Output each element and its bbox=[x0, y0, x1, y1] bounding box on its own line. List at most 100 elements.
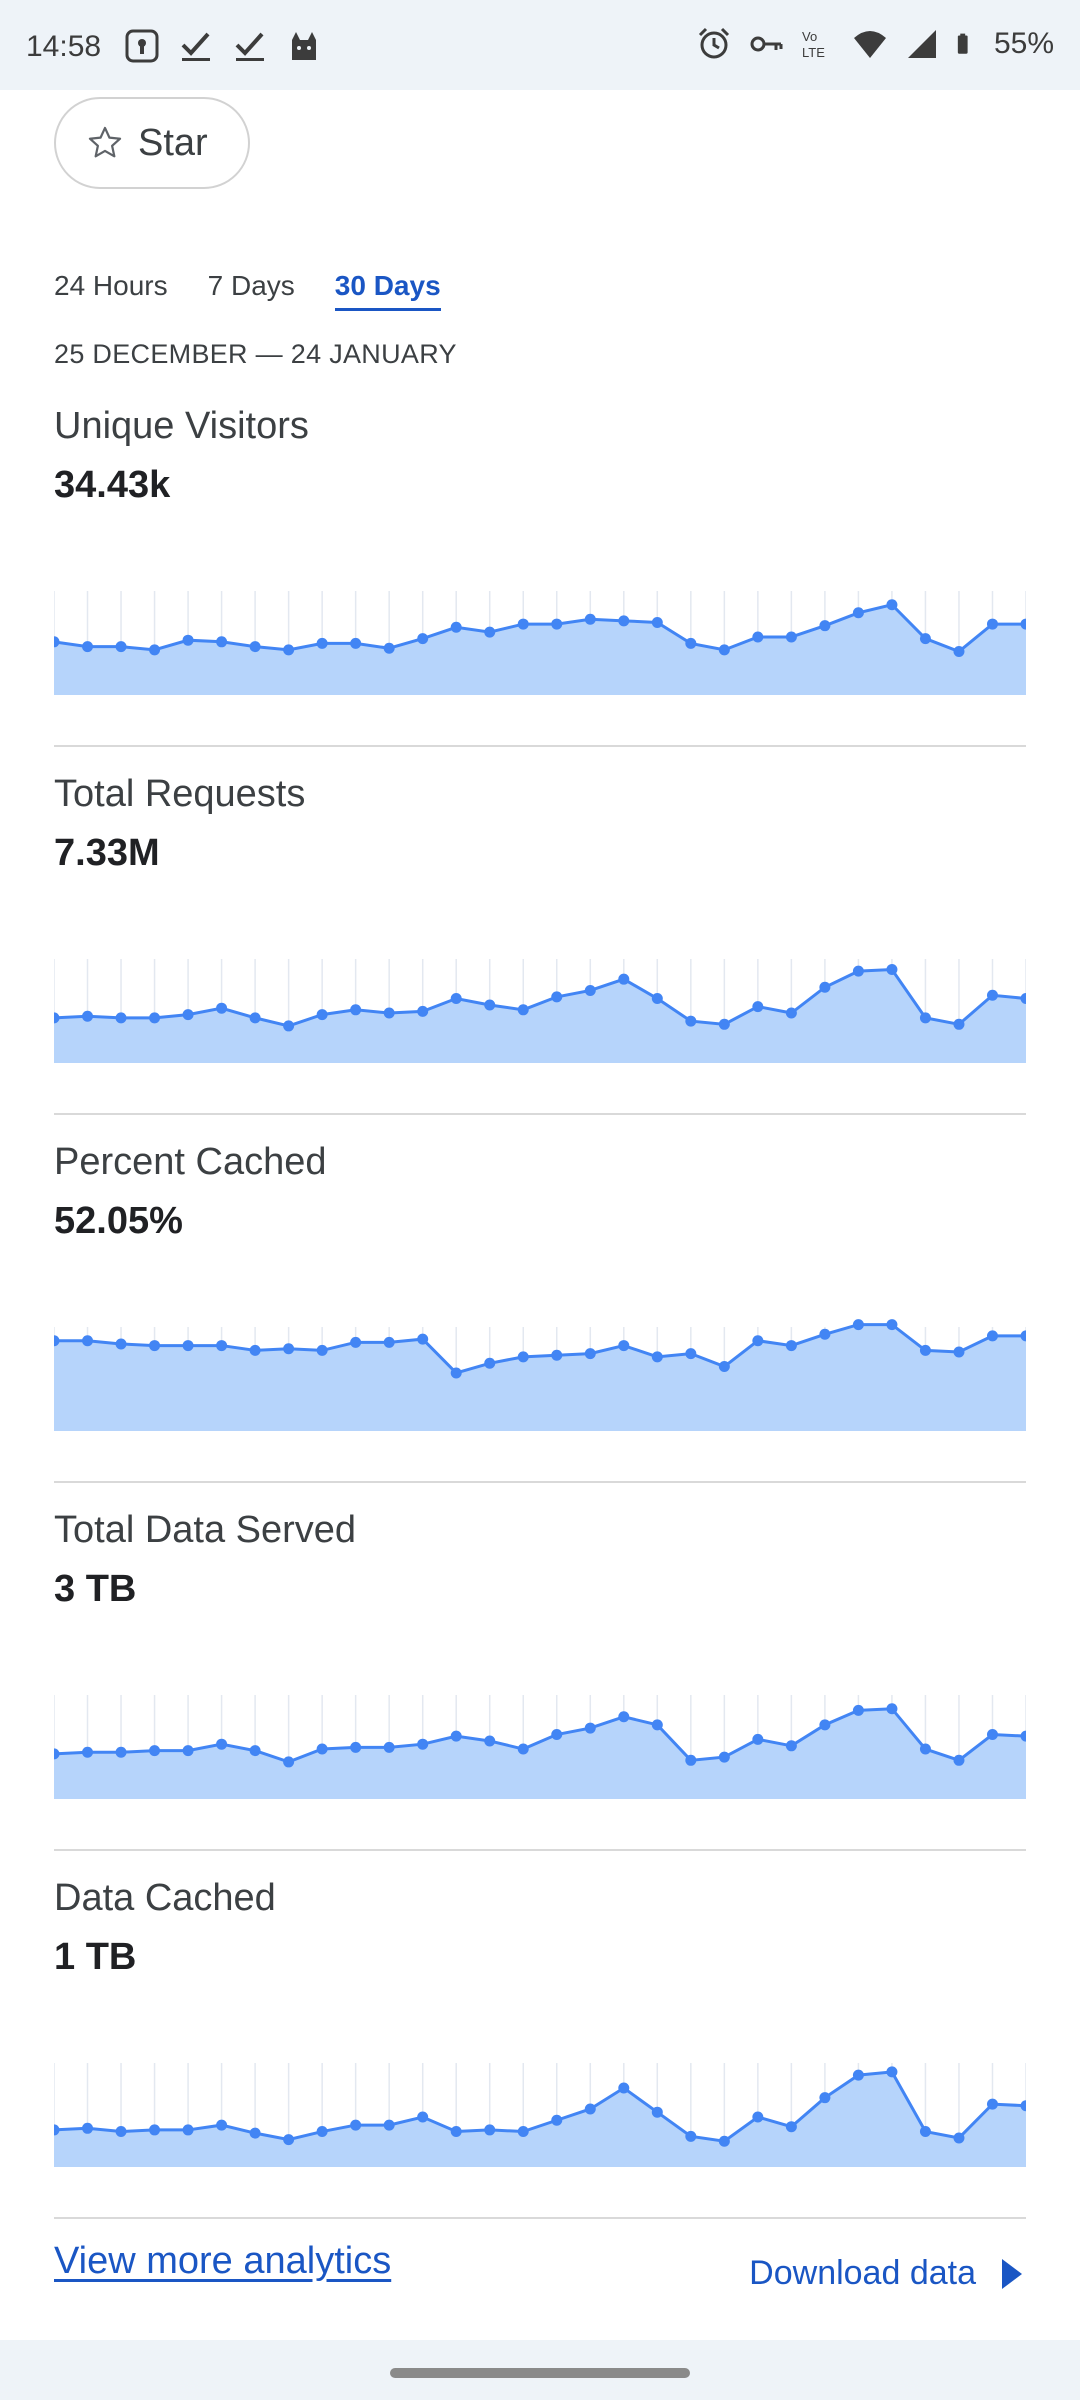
chart-point bbox=[551, 618, 563, 630]
chart-point bbox=[216, 1002, 228, 1014]
chart-point bbox=[551, 1729, 563, 1741]
tab-7-days[interactable]: 7 Days bbox=[207, 270, 295, 301]
chart-point bbox=[953, 645, 965, 657]
chart-point bbox=[1020, 1330, 1026, 1342]
metric-value: 52.05% bbox=[54, 1200, 183, 1242]
chart-point bbox=[216, 636, 228, 648]
percent-cached-chart bbox=[54, 1319, 1026, 1431]
total-data-served-chart bbox=[54, 1695, 1026, 1799]
chart-point bbox=[82, 1010, 94, 1022]
status-bar: 14:58 Vo LTE bbox=[0, 0, 1080, 90]
chart-point bbox=[852, 965, 864, 977]
chart-point bbox=[919, 2126, 931, 2138]
chart-point bbox=[886, 599, 898, 611]
tab-30-days[interactable]: 30 Days bbox=[334, 270, 441, 311]
metric-value: 34.43k bbox=[54, 464, 171, 506]
chart-point bbox=[450, 1367, 462, 1379]
chart-point bbox=[450, 1730, 462, 1742]
view-more-analytics-link[interactable]: View more analytics bbox=[54, 2240, 392, 2282]
chart-point bbox=[685, 637, 697, 649]
chart-point bbox=[517, 618, 529, 630]
chart-area bbox=[54, 604, 1026, 695]
play-icon bbox=[1002, 2258, 1022, 2289]
divider bbox=[54, 1113, 1026, 1115]
time-range-tabs: 24 Hours 7 Days 30 Days bbox=[54, 270, 481, 311]
chart-point bbox=[115, 2126, 127, 2138]
chart-point bbox=[450, 2126, 462, 2138]
chart-point bbox=[283, 1756, 295, 1768]
chart-point bbox=[584, 984, 596, 996]
chart-point bbox=[1020, 618, 1026, 630]
chart-point bbox=[852, 1704, 864, 1716]
chart-point bbox=[283, 644, 295, 656]
chart-point bbox=[551, 2114, 563, 2126]
chart-point bbox=[149, 1340, 161, 1352]
metric-title: Total Data Served bbox=[54, 1509, 357, 1551]
chart-point bbox=[752, 2111, 764, 2123]
chart-point bbox=[819, 1328, 831, 1340]
chart-point bbox=[484, 1735, 496, 1747]
chart-point bbox=[953, 1754, 965, 1766]
chart-point bbox=[886, 2066, 898, 2078]
footer-links: View more analytics Download data bbox=[54, 2240, 1026, 2300]
chart-point bbox=[819, 620, 831, 632]
chart-point bbox=[216, 1340, 228, 1352]
chart-point bbox=[316, 1009, 328, 1021]
chart-area bbox=[54, 969, 1026, 1063]
star-button[interactable]: Star bbox=[54, 97, 250, 189]
chart-point bbox=[651, 2106, 663, 2118]
chart-point bbox=[1020, 2100, 1026, 2112]
chart-point bbox=[484, 1357, 496, 1369]
status-system-icons: Vo LTE 55% bbox=[696, 26, 1054, 62]
metric-data-cached: Data Cached 1 TB bbox=[54, 1877, 1026, 2219]
chart-point bbox=[685, 2130, 697, 2142]
cat-icon bbox=[292, 32, 316, 60]
chart-point bbox=[953, 2132, 965, 2144]
chart-area bbox=[54, 2071, 1026, 2167]
chart-point bbox=[82, 1746, 94, 1758]
chart-point bbox=[54, 1748, 60, 1760]
wifi-icon bbox=[853, 31, 886, 58]
chart-point bbox=[484, 2124, 496, 2136]
chart-point bbox=[54, 2124, 60, 2136]
status-time: 14:58 bbox=[26, 30, 102, 63]
download-data-button[interactable]: Download data bbox=[749, 2254, 1026, 2293]
chart-point bbox=[584, 1722, 596, 1734]
chart-line bbox=[54, 967, 1026, 1028]
chart-point bbox=[350, 1741, 362, 1753]
chart-point bbox=[919, 1743, 931, 1755]
home-gesture-handle[interactable] bbox=[390, 2368, 690, 2378]
chart-point bbox=[383, 1007, 395, 1019]
chart-line bbox=[54, 1707, 1026, 1764]
chart-point bbox=[149, 2124, 161, 2136]
chart-point bbox=[618, 1340, 630, 1352]
chart-point bbox=[383, 1336, 395, 1348]
navigation-bar bbox=[0, 2340, 1080, 2400]
chart-point bbox=[785, 1340, 797, 1352]
chart-point bbox=[919, 633, 931, 645]
chart-point bbox=[986, 989, 998, 1001]
chart-point bbox=[785, 1740, 797, 1752]
chart-point bbox=[752, 631, 764, 643]
chart-point bbox=[350, 2119, 362, 2131]
unique-visitors-chart bbox=[54, 591, 1026, 695]
chart-point bbox=[182, 1340, 194, 1352]
chart-point bbox=[316, 1743, 328, 1755]
chart-point bbox=[986, 1729, 998, 1741]
chart-point bbox=[450, 993, 462, 1005]
chart-point bbox=[283, 2134, 295, 2146]
chart-point bbox=[752, 1335, 764, 1347]
tab-24-hours[interactable]: 24 Hours bbox=[54, 270, 168, 301]
signal-icon bbox=[907, 30, 936, 58]
metric-unique-visitors: Unique Visitors 34.43k bbox=[54, 405, 1026, 747]
metric-value: 3 TB bbox=[54, 1568, 137, 1610]
chart-point bbox=[249, 1344, 261, 1356]
date-range: 25 DECEMBER — 24 JANUARY bbox=[54, 339, 457, 369]
chart-point bbox=[115, 641, 127, 653]
check-icon bbox=[235, 32, 264, 61]
svg-text:LTE: LTE bbox=[802, 45, 825, 60]
chart-point bbox=[54, 636, 60, 648]
chart-point bbox=[517, 1743, 529, 1755]
divider bbox=[54, 1849, 1026, 1851]
chart-point bbox=[54, 1012, 60, 1024]
